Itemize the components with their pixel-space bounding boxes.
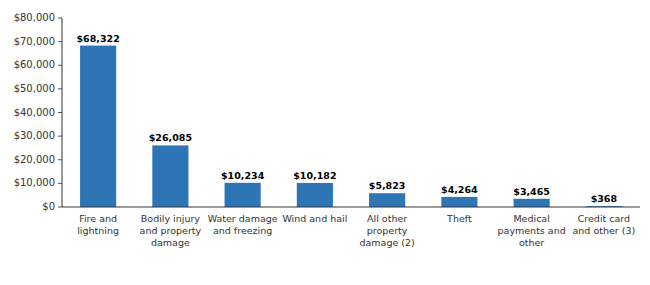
x-tick-label: All otherpropertydamage (2) [359,213,414,248]
y-tick-label: $20,000 [14,154,55,165]
y-tick-label: $50,000 [14,83,55,94]
data-label: $5,823 [369,180,406,191]
bars [80,46,622,207]
bar [152,145,188,207]
x-axis-line [62,207,640,208]
y-tick [58,183,62,184]
bar [514,199,550,207]
y-axis-line [62,18,63,207]
data-label: $3,465 [513,186,550,197]
x-tick-label: Bodily injuryand propertydamage [140,213,202,248]
x-tick-label: Credit cardand other (3) [573,213,636,236]
y-tick [58,88,62,89]
y-tick [58,41,62,42]
x-tick-label: Theft [446,213,472,224]
y-tick [58,159,62,160]
bar [441,197,477,207]
x-tick-label: Medicalpayments andother [498,213,566,248]
data-label: $10,234 [221,170,265,181]
data-label: $10,182 [293,170,336,181]
chart-container: $0 $10,000 $20,000 $30,000 $40,000 $50,000 $60… [0,0,650,285]
y-tick-label: $70,000 [14,36,55,47]
data-labels: $68,322 $26,085 $10,234 $10,182 $5,823 $4,264… [76,33,617,205]
bar [80,46,116,207]
bar [225,183,261,207]
x-tick-label: Wind and hail [282,213,347,224]
data-label: $26,085 [149,132,192,143]
y-tick-label: $40,000 [14,107,55,118]
y-axis: $0 $10,000 $20,000 $30,000 $40,000 $50,000 $60… [14,12,62,212]
x-tick-label: Fire andlightning [77,213,119,236]
y-tick [58,65,62,66]
bar [369,193,405,207]
x-tick-label: Water damageand freezing [208,213,278,236]
y-tick [58,136,62,137]
y-tick [58,207,62,208]
x-axis: Fire andlightning Bodily injuryand proper… [77,213,635,248]
chart: $0 $10,000 $20,000 $30,000 $40,000 $50,000 $60… [0,0,650,285]
y-tick-label: $0 [42,201,55,212]
data-label: $368 [591,193,618,204]
y-tick-label: $10,000 [14,177,55,188]
y-tick-label: $30,000 [14,130,55,141]
y-tick [58,112,62,113]
data-label: $4,264 [441,184,478,195]
y-tick-label: $80,000 [14,12,55,23]
y-tick [58,18,62,19]
bar [297,183,333,207]
data-label: $68,322 [76,33,119,44]
y-tick-label: $60,000 [14,59,55,70]
